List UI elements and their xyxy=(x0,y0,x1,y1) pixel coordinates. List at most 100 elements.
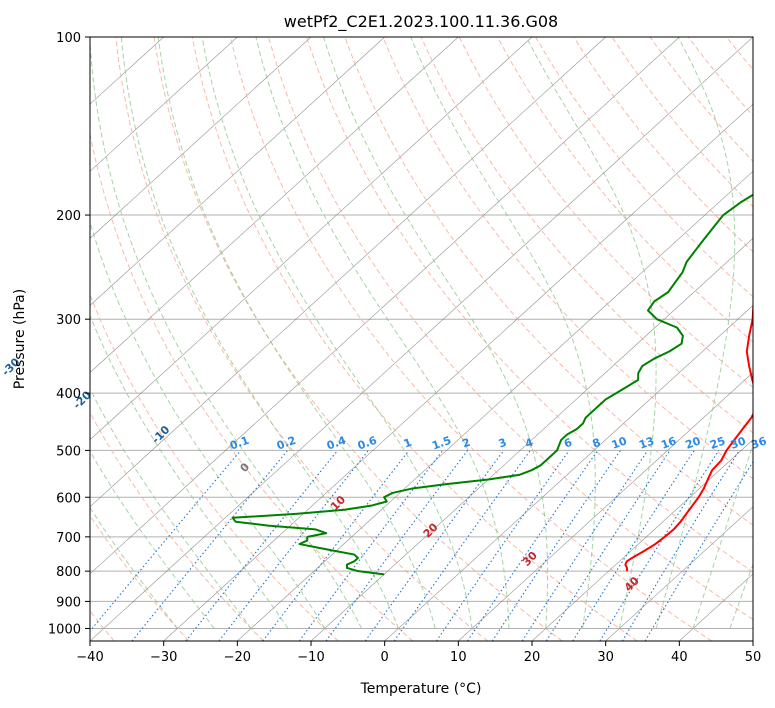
y-tick-label: 800 xyxy=(56,565,81,580)
y-axis-label: Pressure (hPa) xyxy=(12,289,28,389)
x-tick-label: −30 xyxy=(150,650,177,665)
y-tick-label: 100 xyxy=(56,31,81,46)
x-tick-label: 0 xyxy=(381,650,389,665)
isotherm-line xyxy=(90,37,459,373)
isotherm-line xyxy=(237,170,753,641)
dry-adiabat-line xyxy=(497,37,753,343)
isotherm-line xyxy=(458,372,753,641)
x-axis-label: Temperature (°C) xyxy=(360,681,482,697)
isotherm-line xyxy=(90,37,238,172)
mixing-ratio-label: 6 xyxy=(562,436,574,451)
mixing-ratio-label: 4 xyxy=(523,436,535,451)
mixing-ratio-label: 8 xyxy=(591,436,603,451)
isotherm-line xyxy=(531,439,753,641)
mixing-ratio-line xyxy=(90,450,242,632)
mixing-ratio-label: 0.1 xyxy=(228,434,251,453)
y-axis: 100 200 300 400 500 600 700 800 900 1000 xyxy=(48,31,90,637)
y-tick-label: 200 xyxy=(56,209,81,224)
dry-adiabat-line xyxy=(191,37,638,641)
mixing-ratio-label: 1 xyxy=(402,436,414,451)
isotherm-line xyxy=(163,103,753,641)
x-tick-label: 20 xyxy=(524,650,541,665)
dry-adiabat-line xyxy=(229,37,712,641)
dry-adiabat-line xyxy=(344,37,753,526)
moist-adiabat-line xyxy=(525,37,657,629)
mixing-ratio-line xyxy=(467,450,599,641)
mixing-ratio-line xyxy=(435,450,570,641)
y-tick-label: 1000 xyxy=(48,622,81,637)
moist-adiabat-line xyxy=(90,220,326,629)
moist-adiabat-line xyxy=(90,506,178,629)
mixing-ratio-label: 0.2 xyxy=(275,434,298,453)
mixing-ratio-label: 30 xyxy=(729,434,748,452)
dry-adiabat-line xyxy=(535,37,753,298)
x-tick-label: 40 xyxy=(671,650,688,665)
dry-adiabat-line xyxy=(306,37,753,573)
mixing-ratio-line xyxy=(393,450,531,641)
dry-adiabat-line xyxy=(268,37,753,621)
moist-adiabat-line xyxy=(323,37,549,629)
mixing-ratio-line xyxy=(185,450,338,641)
x-tick-label: 50 xyxy=(745,650,762,665)
isotherm-line xyxy=(90,37,312,239)
moist-adiabat-line xyxy=(90,37,363,629)
y-tick-label: 900 xyxy=(56,595,81,610)
moist-adiabat-line xyxy=(655,37,736,629)
x-tick-label: 10 xyxy=(450,650,467,665)
mixing-ratio-line xyxy=(262,450,410,641)
mixing-ratio-label: 13 xyxy=(637,434,656,451)
mixing-ratio-line xyxy=(364,450,505,641)
grid-layer xyxy=(90,37,753,641)
mixing-ratio-line xyxy=(599,450,720,641)
isotherm-line xyxy=(90,37,533,441)
isotherm-line xyxy=(90,37,753,641)
mixing-ratio-label: 3 xyxy=(497,436,509,451)
series-layer xyxy=(231,193,753,576)
y-tick-label: 700 xyxy=(56,531,81,546)
dry-adiabat-line xyxy=(90,131,414,641)
moist-adiabat-line xyxy=(255,37,510,629)
moist-adiabat-line xyxy=(410,37,596,629)
dry-adiabat-line xyxy=(420,37,753,434)
mixing-ratio-line xyxy=(521,450,649,641)
isotherm-line xyxy=(90,37,385,306)
mixing-ratio-label: 1.5 xyxy=(430,434,453,453)
mixing-ratio-label: 0.4 xyxy=(325,434,348,453)
moist-adiabat-line xyxy=(120,37,399,629)
mixing-ratio-line xyxy=(325,450,468,641)
plot-frame xyxy=(89,36,754,642)
x-tick-label: 30 xyxy=(597,650,614,665)
moist-adiabat-line xyxy=(729,562,753,629)
isotherm-line xyxy=(90,37,680,575)
mixing-ratio-line xyxy=(545,450,671,641)
isotherm-line xyxy=(90,37,606,508)
mixing-ratio-line xyxy=(621,450,740,641)
mixing-ratio-label: 10 xyxy=(610,434,629,452)
y-tick-label: 300 xyxy=(56,313,81,328)
x-tick-label: −20 xyxy=(224,650,251,665)
dry-adiabat-line xyxy=(153,37,563,641)
moist-adiabat-line xyxy=(90,314,289,629)
moist-adiabat-line xyxy=(201,37,473,629)
x-axis: −40 −30 −20 −10 0 10 20 30 40 50 xyxy=(76,641,761,665)
moist-adiabat-line xyxy=(90,450,215,629)
y-tick-label: 600 xyxy=(56,491,81,506)
x-tick-label: −40 xyxy=(76,650,103,665)
mixing-ratio-label: 25 xyxy=(708,434,727,451)
mixing-ratio-label: 0.6 xyxy=(356,434,379,453)
isotherm-line xyxy=(384,305,753,641)
temperature-profile-line xyxy=(624,300,753,572)
mixing-ratio-label: 20 xyxy=(684,434,703,452)
moist-adiabat-line xyxy=(692,443,753,629)
mixing-ratio-line xyxy=(131,450,289,641)
mixing-ratio-line xyxy=(491,450,621,641)
x-tick-label: −10 xyxy=(297,650,324,665)
moist-adiabat-line xyxy=(90,387,252,629)
y-tick-label: 400 xyxy=(56,387,81,402)
dewpoint-profile-line xyxy=(231,193,753,576)
mixing-ratio-label: 36 xyxy=(749,434,768,452)
mixing-ratio-line xyxy=(298,450,444,641)
mixing-ratio-label: 16 xyxy=(659,434,678,452)
chart-title: wetPf2_C2E1.2023.100.11.36.G08 xyxy=(284,12,558,32)
